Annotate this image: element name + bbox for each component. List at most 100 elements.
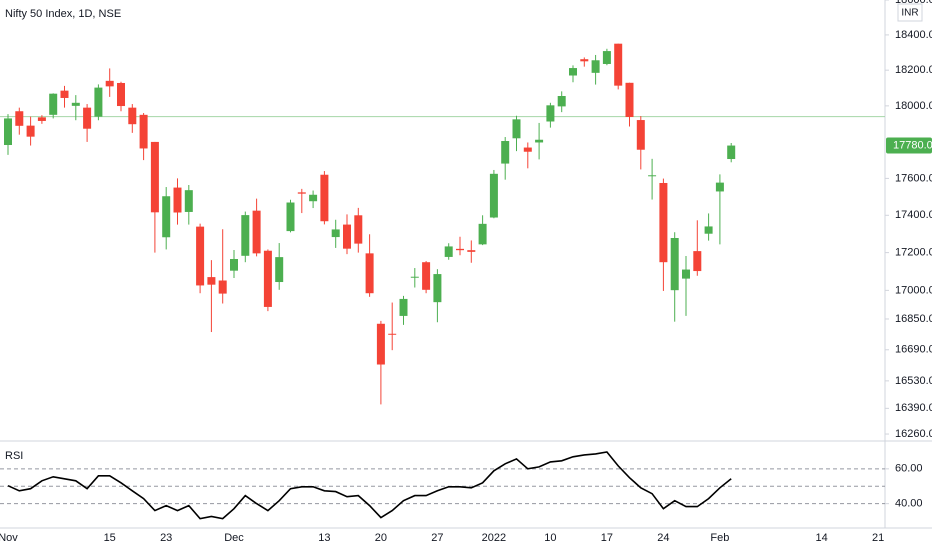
x-tick-label: 20	[375, 532, 387, 544]
candle-body	[399, 298, 408, 316]
candle-body	[117, 82, 125, 107]
candle-body	[150, 141, 159, 213]
candle-body	[478, 223, 487, 245]
candle-body	[354, 215, 363, 244]
candle-body	[94, 87, 103, 117]
candle-body	[693, 251, 702, 272]
candle-body	[252, 210, 261, 254]
last-price-label: 17780.00	[893, 139, 932, 151]
currency-box	[897, 3, 923, 22]
last-price-tag	[886, 137, 932, 154]
x-tick-label: 15	[104, 532, 116, 544]
candle-body	[422, 262, 431, 290]
candle-body	[60, 90, 69, 98]
y-tick-label: 17000.00	[895, 284, 932, 296]
candle-body	[602, 51, 611, 64]
chart-title: Nifty 50 Index, 1D, NSE	[5, 8, 121, 20]
candle-body	[467, 250, 476, 252]
candle-body	[704, 226, 713, 234]
candle-body	[410, 276, 419, 278]
candle-body	[580, 59, 589, 62]
candle-body	[557, 96, 566, 107]
y-tick-label: 17600.00	[895, 172, 932, 184]
rsi-line	[7, 451, 732, 520]
candle-body	[105, 80, 114, 87]
candle-body	[444, 246, 453, 257]
y-tick-label: 18200.00	[895, 64, 932, 76]
candle-body	[376, 323, 385, 365]
candle-body	[320, 174, 329, 222]
x-tick-label: 13	[318, 532, 330, 544]
x-tick-label: 2022	[482, 532, 506, 544]
y-tick-label: 60.00	[895, 463, 923, 475]
candle-body	[207, 277, 216, 285]
candle-body	[433, 274, 442, 303]
candle-body	[309, 194, 318, 202]
y-tick-label: 17400.00	[895, 209, 932, 221]
x-tick-label: 17	[601, 532, 613, 544]
x-tick-label: 10	[544, 532, 556, 544]
candle-body	[15, 111, 24, 126]
candle-body	[727, 145, 736, 160]
candle-body	[715, 182, 724, 192]
candle-body	[456, 248, 464, 251]
candle-body	[625, 82, 634, 117]
candle-body	[37, 117, 46, 121]
candle-body	[83, 107, 92, 129]
y-tick-label: 16530.00	[895, 375, 932, 387]
candle-body	[636, 120, 645, 150]
x-tick-label: 21	[872, 532, 884, 544]
candle-body	[365, 253, 374, 294]
candle-body	[196, 226, 205, 286]
candle-body	[682, 269, 690, 279]
candle-body	[49, 93, 58, 115]
y-tick-label: 18600.00	[895, 0, 932, 6]
candle-body	[614, 43, 623, 86]
candle-body	[184, 190, 193, 212]
x-tick-label: Feb	[710, 532, 729, 544]
candle-body	[659, 182, 668, 263]
candle-body	[546, 105, 555, 122]
x-tick-label: 27	[431, 532, 443, 544]
y-tick-label: 16260.00	[895, 428, 932, 440]
candle-body	[4, 118, 12, 146]
candle-body	[331, 229, 340, 238]
y-tick-label: 18400.00	[895, 29, 932, 41]
candle-body	[286, 202, 295, 232]
candle-body	[388, 333, 397, 335]
candle-body	[569, 68, 577, 76]
candle-body	[501, 141, 510, 164]
candle-body	[489, 173, 498, 218]
x-tick-label: Dec	[224, 532, 244, 544]
candle-body	[230, 258, 238, 271]
currency: INR	[901, 8, 918, 19]
x-tick-label: 24	[657, 532, 669, 544]
candle-body	[128, 107, 137, 125]
candle-body	[523, 147, 532, 152]
candle-body	[26, 125, 35, 137]
candle-body	[535, 139, 544, 143]
candle-body	[670, 238, 679, 291]
candle-body	[241, 215, 250, 256]
candle-body	[275, 257, 284, 283]
x-tick-label: 14	[815, 532, 827, 544]
candle-body	[218, 280, 227, 294]
candle-body	[263, 250, 272, 307]
x-tick-label: Nov	[0, 532, 18, 544]
indicator-title: RSI	[5, 450, 23, 462]
y-tick-label: 16850.00	[895, 313, 932, 325]
candle-body	[173, 187, 182, 213]
candle-body	[297, 192, 306, 194]
y-tick-label: 18000.00	[895, 100, 932, 112]
candle-body	[591, 60, 600, 73]
x-tick-label: 23	[160, 532, 172, 544]
candle-body	[139, 114, 148, 149]
candle-body	[512, 119, 521, 139]
y-tick-label: 16690.00	[895, 344, 932, 356]
y-tick-label: 40.00	[895, 498, 923, 510]
y-tick-label: 16390.00	[895, 402, 932, 414]
candle-body	[162, 196, 171, 238]
candle-body	[648, 175, 657, 177]
y-tick-label: 17200.00	[895, 247, 932, 259]
